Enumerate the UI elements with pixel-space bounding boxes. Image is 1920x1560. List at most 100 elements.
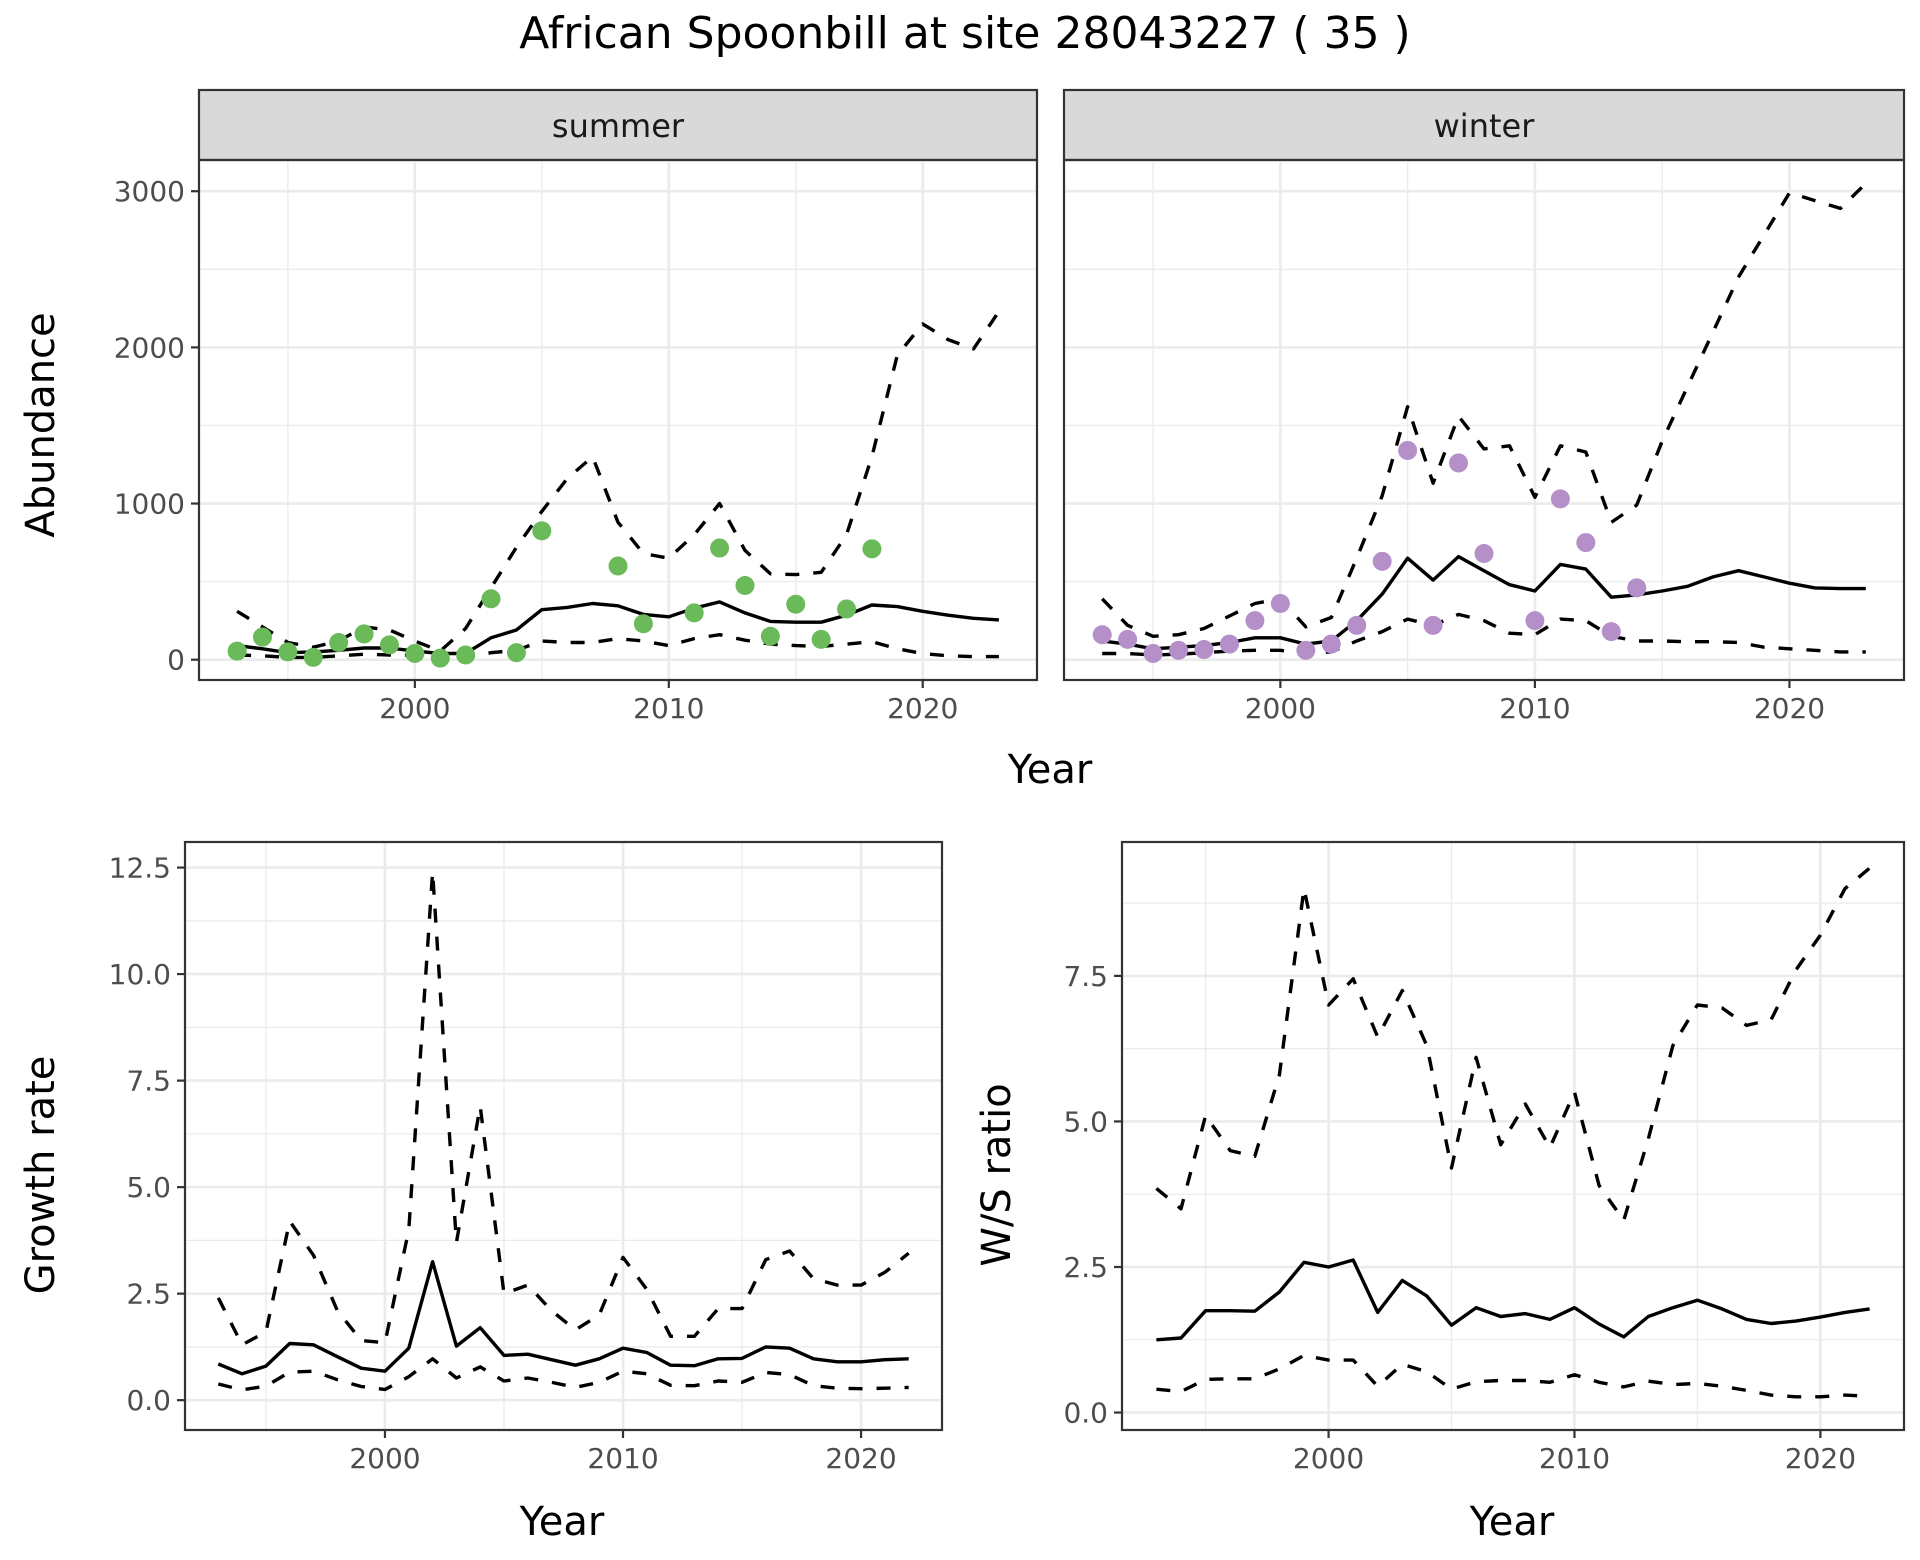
data-point — [1550, 489, 1570, 509]
data-point — [1601, 622, 1621, 642]
strip-label-summer: summer — [552, 107, 685, 145]
data-point — [837, 599, 857, 619]
data-point — [1321, 634, 1341, 654]
data-point — [481, 589, 501, 609]
data-point — [608, 556, 628, 576]
x-tick-label: 2010 — [1539, 1442, 1610, 1475]
data-point — [405, 643, 425, 663]
x-axis-label-top: Year — [1007, 747, 1093, 793]
panel-growth: 2000 2010 2020 0.0 2.5 5.0 7.5 10.0 12.5 — [109, 840, 944, 1475]
data-point — [1092, 625, 1112, 645]
y-tick-label: 5.0 — [126, 1171, 171, 1204]
grid-winter — [1064, 160, 1904, 680]
grid-ratio — [1122, 842, 1904, 1430]
x-tick-label: 2010 — [587, 1442, 658, 1475]
x-tick-label: 2000 — [349, 1442, 420, 1475]
data-point — [710, 538, 730, 558]
data-point — [1118, 629, 1138, 649]
y-tick-label: 1000 — [114, 488, 185, 521]
series-line-upper — [1155, 866, 1871, 1223]
x-tick-label: 2020 — [887, 692, 958, 725]
panel-border — [1120, 840, 1906, 1432]
data-point — [1423, 615, 1443, 635]
data-point — [811, 629, 831, 649]
x-tick-label: 2000 — [1293, 1442, 1364, 1475]
series-line-lower — [1102, 612, 1866, 657]
data-point — [379, 635, 399, 655]
x-axis-label-ratio: Year — [1469, 1499, 1555, 1545]
data-point — [1449, 453, 1469, 473]
series-line-estimate — [1101, 554, 1866, 651]
data-point — [532, 521, 552, 541]
series-line-lower — [237, 633, 999, 660]
data-point — [1270, 593, 1290, 613]
data-point — [430, 648, 450, 668]
marks-winter — [1092, 182, 1867, 663]
x-tick-label: 2010 — [633, 692, 704, 725]
axes-winter: 2000 2010 2020 — [1062, 158, 1906, 725]
series-line-upper — [236, 310, 1001, 653]
y-tick-label: 0 — [167, 644, 185, 677]
y-axis-label-growth: Growth rate — [18, 1056, 64, 1295]
series-line-lower — [217, 1357, 909, 1392]
series-line-upper — [216, 870, 910, 1347]
grid-growth — [185, 842, 942, 1430]
data-point — [684, 603, 704, 623]
series-line-estimate — [236, 600, 1000, 656]
data-point — [1398, 440, 1418, 460]
data-point — [633, 614, 653, 634]
x-axis-label-growth: Year — [519, 1499, 605, 1545]
panel-border — [1062, 158, 1906, 682]
data-point — [1347, 615, 1367, 635]
y-tick-label: 2.5 — [126, 1278, 171, 1311]
data-point — [760, 626, 780, 646]
data-point — [506, 643, 526, 663]
panel-winter: winter 2000 2010 2020 — [1062, 88, 1906, 725]
data-point — [227, 641, 247, 661]
data-point — [329, 633, 349, 653]
axes-growth: 2000 2010 2020 0.0 2.5 5.0 7.5 10.0 12.5 — [109, 840, 944, 1475]
data-point — [1576, 533, 1596, 553]
y-tick-label: 7.5 — [1063, 960, 1108, 993]
chart-title: African Spoonbill at site 28043227 ( 35 … — [519, 8, 1410, 59]
data-point — [1143, 643, 1163, 663]
data-point — [1219, 634, 1239, 654]
x-tick-label: 2010 — [1499, 692, 1570, 725]
series-line-estimate — [217, 1259, 909, 1376]
y-tick-label: 2000 — [114, 331, 185, 364]
grid-summer — [199, 160, 1037, 680]
y-tick-label: 2.5 — [1063, 1251, 1108, 1284]
y-tick-label: 7.5 — [126, 1065, 171, 1098]
series-line-upper — [1100, 182, 1867, 638]
data-point — [786, 594, 806, 614]
data-point — [1474, 544, 1494, 564]
data-point — [862, 539, 882, 559]
marks-summer — [227, 310, 1001, 668]
data-point — [1169, 640, 1189, 660]
y-tick-label: 0.0 — [1063, 1397, 1108, 1430]
data-point — [278, 642, 298, 662]
marks-growth — [216, 870, 910, 1392]
panel-ratio: 2000 2010 2020 0.0 2.5 5.0 7.5 — [1063, 840, 1906, 1475]
y-tick-label: 10.0 — [109, 958, 171, 991]
strip-winter — [1062, 88, 1906, 162]
panel-border — [183, 840, 944, 1432]
data-point — [1525, 611, 1545, 631]
y-tick-label: 0.0 — [126, 1384, 171, 1417]
y-axis-label-abundance: Abundance — [18, 312, 64, 537]
y-tick-label: 12.5 — [109, 852, 171, 885]
data-point — [1194, 640, 1214, 660]
x-tick-label: 2000 — [379, 692, 450, 725]
data-point — [1296, 640, 1316, 660]
data-point — [354, 624, 374, 644]
y-tick-label: 3000 — [114, 175, 185, 208]
strip-label-winter: winter — [1434, 107, 1536, 145]
panel-summer: summer 2000 2010 2020 0 1000 2000 3000 — [114, 88, 1039, 725]
data-point — [252, 627, 272, 647]
strip-summer — [197, 88, 1039, 162]
y-tick-label: 5.0 — [1063, 1105, 1108, 1138]
axes-ratio: 2000 2010 2020 0.0 2.5 5.0 7.5 — [1063, 840, 1906, 1475]
x-tick-label: 2000 — [1245, 692, 1316, 725]
x-tick-label: 2020 — [825, 1442, 896, 1475]
